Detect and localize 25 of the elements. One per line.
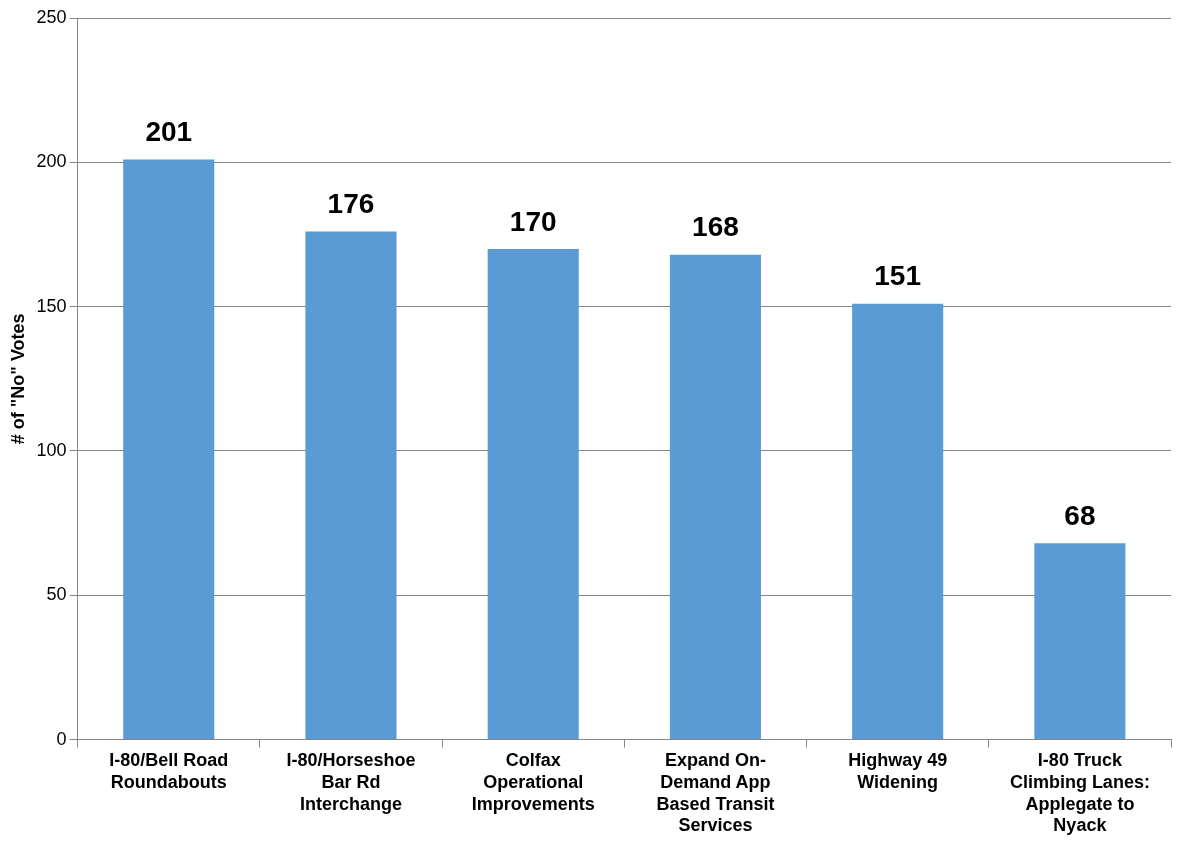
- x-tick-label: Highway 49 Widening: [848, 750, 948, 792]
- x-tick-label: I-80/Bell Road Roundabouts: [109, 750, 229, 792]
- bar: [487, 248, 579, 740]
- bar: [123, 159, 215, 740]
- x-tick-label: Colfax Operational Improvements: [471, 750, 595, 814]
- data-label: 68: [1064, 500, 1096, 532]
- bar: [305, 231, 397, 740]
- data-label: 176: [327, 188, 375, 220]
- y-tick-label: 200: [36, 151, 67, 172]
- data-label: 170: [509, 205, 557, 237]
- y-tick-label: 0: [56, 728, 67, 749]
- bar: [669, 254, 761, 740]
- y-tick-label: 50: [46, 584, 67, 605]
- y-axis-title: # of "No" Votes: [7, 313, 28, 445]
- x-tick-label: I-80 Truck Climbing Lanes: Applegate to Nyack: [1009, 750, 1150, 836]
- data-label: 168: [692, 211, 739, 243]
- x-tick-label: Expand On-Demand App Based Transit Services: [656, 750, 775, 836]
- data-label: 201: [145, 116, 193, 148]
- x-tick-label: I-80/Horseshoe Bar Rd Interchange: [286, 750, 416, 814]
- y-tick-label: 250: [36, 6, 67, 27]
- y-tick-label: 100: [36, 439, 67, 460]
- data-label: 151: [874, 260, 922, 292]
- bar: [1034, 543, 1126, 740]
- y-tick-label: 150: [36, 295, 67, 316]
- bar: [852, 303, 944, 740]
